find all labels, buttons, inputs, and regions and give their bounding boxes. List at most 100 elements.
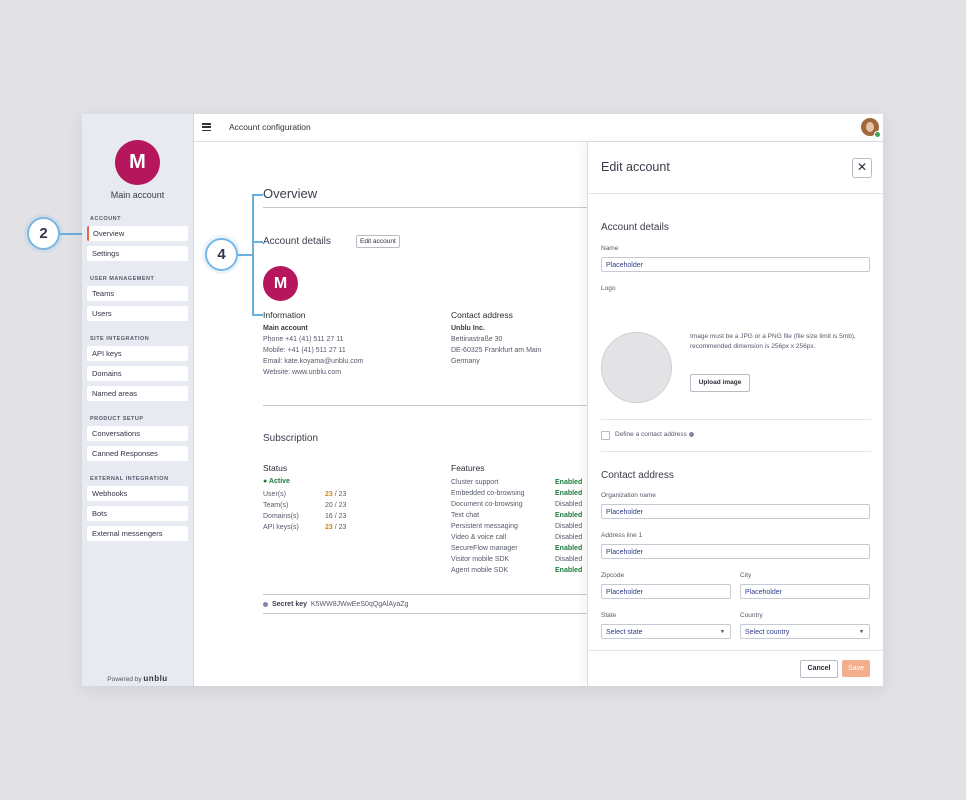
zipcode-field[interactable]: Placeholder	[601, 584, 731, 599]
section-title-user-management: USER MANAGEMENT	[90, 276, 155, 282]
edit-account-drawer: Edit account ✕ Account details Name Plac…	[587, 142, 883, 686]
drawer-contact-title: Contact address	[601, 470, 674, 481]
sidebar-item-teams[interactable]: Teams	[87, 286, 188, 301]
account-details-title: Account details	[263, 236, 331, 247]
divider	[588, 193, 883, 194]
sidebar-item-overview[interactable]: Overview	[87, 226, 188, 241]
sidebar-item-external-messengers[interactable]: External messengers	[87, 526, 188, 541]
upload-image-button[interactable]: Upload image	[690, 374, 750, 392]
drawer-title: Edit account	[601, 160, 670, 174]
callout-4: 4	[205, 238, 238, 271]
name-label: Name	[601, 245, 619, 252]
contact-city: DE-60325 Frankfurt am Main	[451, 347, 542, 354]
hamburger-menu-icon[interactable]	[202, 123, 211, 132]
country-label: Country	[740, 612, 763, 619]
feature-row: Agent mobile SDK Enabled	[451, 567, 583, 574]
status-title: Status	[263, 463, 288, 473]
callout-2-line	[60, 233, 87, 235]
account-logo-avatar: M	[263, 266, 298, 301]
logo-label: Logo	[601, 285, 616, 292]
sidebar-item-conversations[interactable]: Conversations	[87, 426, 188, 441]
divider	[263, 613, 587, 614]
callout-4-bracket	[252, 194, 263, 196]
callout-4-bracket	[252, 314, 263, 316]
name-field[interactable]: Placeholder	[601, 257, 870, 272]
divider	[263, 207, 587, 208]
divider	[263, 405, 587, 406]
sidebar-item-settings[interactable]: Settings	[87, 246, 188, 261]
sidebar: M Main account ACCOUNT Overview Settings…	[82, 114, 194, 686]
status-active: ● Active	[263, 478, 290, 485]
feature-row: Visitor mobile SDK Disabled	[451, 556, 583, 563]
feature-row: Cluster support Enabled	[451, 479, 583, 486]
account-avatar: M	[115, 140, 160, 185]
info-account-name: Main account	[263, 325, 308, 332]
drawer-account-details-title: Account details	[601, 222, 669, 233]
account-name: Main account	[110, 190, 165, 200]
contact-title: Contact address	[451, 310, 513, 320]
feature-row: Document co-browsing Disabled	[451, 501, 583, 508]
save-button[interactable]: Save	[842, 660, 870, 677]
features-title: Features	[451, 463, 485, 473]
sidebar-item-bots[interactable]: Bots	[87, 506, 188, 521]
section-title-site-integration: SITE INTEGRATION	[90, 336, 150, 342]
overview-title: Overview	[263, 186, 318, 201]
contact-org: Unblu Inc.	[451, 325, 485, 332]
info-website: Website: www.unblu.com	[263, 369, 342, 376]
divider	[263, 594, 587, 595]
divider	[601, 451, 871, 452]
cancel-button[interactable]: Cancel	[800, 660, 838, 678]
online-status-dot	[874, 131, 881, 138]
status-row: Team(s) 20 / 23	[263, 502, 347, 509]
app-window: M Main account ACCOUNT Overview Settings…	[82, 114, 883, 686]
feature-row: SecureFlow manager Enabled	[451, 545, 583, 552]
callout-4-bracket	[252, 194, 254, 315]
define-contact-label: Define a contact address	[615, 431, 694, 438]
chevron-down-icon: ▼	[720, 629, 725, 635]
info-icon	[688, 431, 694, 437]
secret-key-value[interactable]: K5WW8JWwEeS0qQgAlAyaZg	[310, 601, 409, 608]
contact-country: Germany	[451, 358, 480, 365]
subscription-title: Subscription	[263, 433, 319, 444]
state-select[interactable]: Select state ▼	[601, 624, 731, 639]
divider	[588, 650, 883, 651]
page-title: Account configuration	[229, 122, 311, 132]
address-field[interactable]: Placeholder	[601, 544, 870, 559]
divider	[601, 419, 871, 420]
edit-account-button[interactable]: Edit account	[356, 235, 400, 248]
info-phone: Phone +41 (41) 511 27 11	[263, 336, 344, 343]
sidebar-item-users[interactable]: Users	[87, 306, 188, 321]
sidebar-item-domains[interactable]: Domains	[87, 366, 188, 381]
info-email: Email: kate.koyama@unblu.com	[263, 358, 364, 365]
section-title-product-setup: PRODUCT SETUP	[90, 416, 144, 422]
sidebar-item-canned-responses[interactable]: Canned Responses	[87, 446, 188, 461]
country-select[interactable]: Select country ▼	[740, 624, 870, 639]
sidebar-item-named-areas[interactable]: Named areas	[87, 386, 188, 401]
status-row: API keys(s) 23 / 23	[263, 524, 347, 531]
chevron-down-icon: ▼	[859, 629, 864, 635]
feature-row: Persistent messaging Disabled	[451, 523, 583, 530]
sidebar-item-webhooks[interactable]: Webhooks	[87, 486, 188, 501]
info-icon	[263, 601, 268, 607]
callout-4-bracket	[252, 241, 263, 243]
close-icon[interactable]: ✕	[852, 158, 872, 178]
info-mobile: Mobile: +41 (41) 511 27 11	[263, 347, 346, 354]
logo-preview	[601, 332, 672, 403]
secret-key-row: Secret key K5WW8JWwEeS0qQgAlAyaZg	[263, 599, 408, 610]
powered-by: Powered by unblu	[82, 674, 193, 683]
sidebar-item-api-keys[interactable]: API keys	[87, 346, 188, 361]
powered-by-label: Powered by	[107, 676, 142, 683]
define-contact-checkbox[interactable]	[601, 431, 610, 440]
city-field[interactable]: Placeholder	[740, 584, 870, 599]
callout-4-line	[238, 254, 252, 256]
status-row: Domains(s) 16 / 23	[263, 513, 347, 520]
logo-note: Image must be a JPG or a PNG file (file …	[690, 333, 856, 350]
brand-logo: unblu	[143, 674, 168, 683]
contact-street: Bettinastraße 30	[451, 336, 503, 343]
section-title-account: ACCOUNT	[90, 216, 121, 222]
address-label: Address line 1	[601, 532, 643, 539]
org-field[interactable]: Placeholder	[601, 504, 870, 519]
city-label: City	[740, 572, 752, 579]
information-title: Information	[263, 310, 306, 320]
section-title-external-integration: EXTERNAL INTEGRATION	[90, 476, 169, 482]
